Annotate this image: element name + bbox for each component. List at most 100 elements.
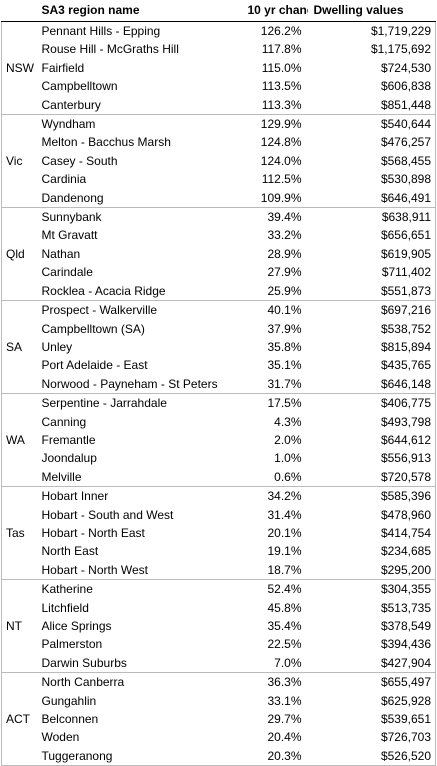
change-cell: 29.7% [267,712,302,727]
change-cell: 27.9% [267,265,302,280]
change-cell: 18.7% [247,560,308,581]
value-cell: $304,355 [307,579,436,599]
value-cell: $493,798 [307,412,436,431]
change-cell: 31.4% [267,507,302,522]
region-name: Norwood - Payneham - St Peters [39,374,248,395]
value-cell: $435,765 [307,356,436,375]
value-cell: $1,175,692 [307,40,436,59]
change-cell: 20.4% [267,730,302,745]
value-cell: $606,838 [307,77,436,96]
table-row: Melville 0.6% $720,578 [2,467,436,488]
change-cell: 40.1% [247,300,308,320]
change-cell: 112.5% [261,172,302,187]
region-name: North Canberra [39,672,248,692]
change-cell: 35.1% [267,358,302,373]
value-cell: $427,904 [307,653,436,674]
region-name: Fairfield [41,60,85,75]
value-cell: $644,612 [307,430,436,450]
change-cell: 129.9% [247,114,308,134]
state-label: SA [1,300,40,395]
value-cell: $530,898 [307,170,436,189]
value-cell: $539,651 [307,710,436,729]
table-row: Fremantle 2.0% $644,612 [2,430,436,450]
value-cell: $720,578 [307,467,436,488]
change-cell: 19.1% [267,544,302,559]
table-row: Hobart - South and West 31.4% $478,960 [2,505,436,524]
region-name: Canterbury [39,95,248,116]
value-cell: $394,436 [307,635,436,654]
table-row: Gungahlin 33.1% $625,928 [2,691,436,711]
change-cell: 117.8% [261,42,302,57]
change-cell: 28.9% [267,246,302,261]
change-cell: 2.0% [274,432,302,447]
region-name: Joondalup [41,451,97,466]
value-cell: $625,928 [307,691,436,711]
state-label: Qld [1,207,40,302]
region-name: Campbelltown (SA) [41,321,145,336]
table-body: NSW Pennant Hills - Epping 126.2% $1,719,22… [1,20,436,766]
region-name: Hobart - North West [39,560,248,581]
table-row: Nathan 28.9% $619,905 [2,244,436,264]
region-name: Nathan [41,246,81,261]
region-name: Wyndham [39,114,248,134]
table-row: Litchfield 45.8% $513,735 [2,598,436,617]
value-cell: $295,200 [307,560,436,581]
value-cell: $414,754 [307,523,436,543]
change-cell: 22.5% [267,637,302,652]
region-name: Port Adelaide - East [41,358,148,373]
value-cell: $513,735 [307,598,436,617]
change-cell: 45.8% [267,600,302,615]
value-cell: $646,148 [307,374,436,395]
table-row: WA Serpentine - Jarrahdale 17.5% $406,775 [1,393,436,488]
change-cell: 33.2% [267,228,302,243]
change-cell: 20.3% [247,746,308,766]
region-name: Gungahlin [41,693,97,708]
region-name: Rouse Hill - McGraths Hill [41,42,179,57]
value-cell: $526,520 [307,746,436,766]
value-cell: $585,396 [307,486,436,506]
change-cell: 115.0% [261,60,302,75]
table-row: Casey - South 124.0% $568,455 [2,151,436,171]
table-row: Darwin Suburbs 7.0% $427,904 [2,653,436,674]
region-name: Melton - Bacchus Marsh [41,135,171,150]
change-cell: 39.4% [247,207,308,227]
table-row: Canning 4.3% $493,798 [2,412,436,431]
value-cell: $697,216 [307,300,436,320]
region-name: Hobart - North East [41,525,145,540]
table-row: Carindale 27.9% $711,402 [2,263,436,282]
region-name: Unley [41,339,73,354]
state-label: Tas [1,486,40,581]
region-name: Campbelltown [41,79,118,94]
region-name: Belconnen [41,712,99,727]
table-row: Cardinia 112.5% $530,898 [2,170,436,189]
value-cell: $656,651 [307,226,436,245]
change-cell: 17.5% [247,393,308,413]
change-cell: 109.9% [247,188,308,209]
change-cell: 113.5% [261,79,302,94]
region-name: Melville [39,467,248,488]
change-cell: 113.3% [247,95,308,116]
state-label: NSW [1,20,40,116]
value-cell: $476,257 [307,133,436,152]
state-label: WA [1,393,40,488]
value-cell: $646,491 [307,188,436,209]
table-row: NT Katherine 52.4% $304,355 [1,579,436,674]
value-cell: $1,719,229 [307,21,436,41]
value-cell: $556,913 [307,449,436,468]
value-cell: $724,530 [307,58,436,78]
state-label: Vic [1,114,40,209]
change-cell: 4.3% [274,414,302,429]
header-cell: Dwelling values [307,0,436,22]
change-cell: 124.8% [260,135,302,150]
table-row: Qld Sunnybank 39.4% $638,911 [1,207,436,302]
table-row: SA Prospect - Walkerville 40.1% $697,216 [1,300,436,395]
region-name: Serpentine - Jarrahdale [39,393,248,413]
header-cell: 10 yr change [247,0,308,22]
region-name: Hobart Inner [39,486,248,506]
table-row: Norwood - Payneham - St Peters 31.7% $646,… [2,374,436,395]
table-row: Rocklea - Acacia Ridge 25.9% $551,873 [2,281,436,302]
table-row: Hobart - North West 18.7% $295,200 [2,560,436,581]
value-cell: $538,752 [307,319,436,338]
value-cell: $726,703 [307,728,436,747]
